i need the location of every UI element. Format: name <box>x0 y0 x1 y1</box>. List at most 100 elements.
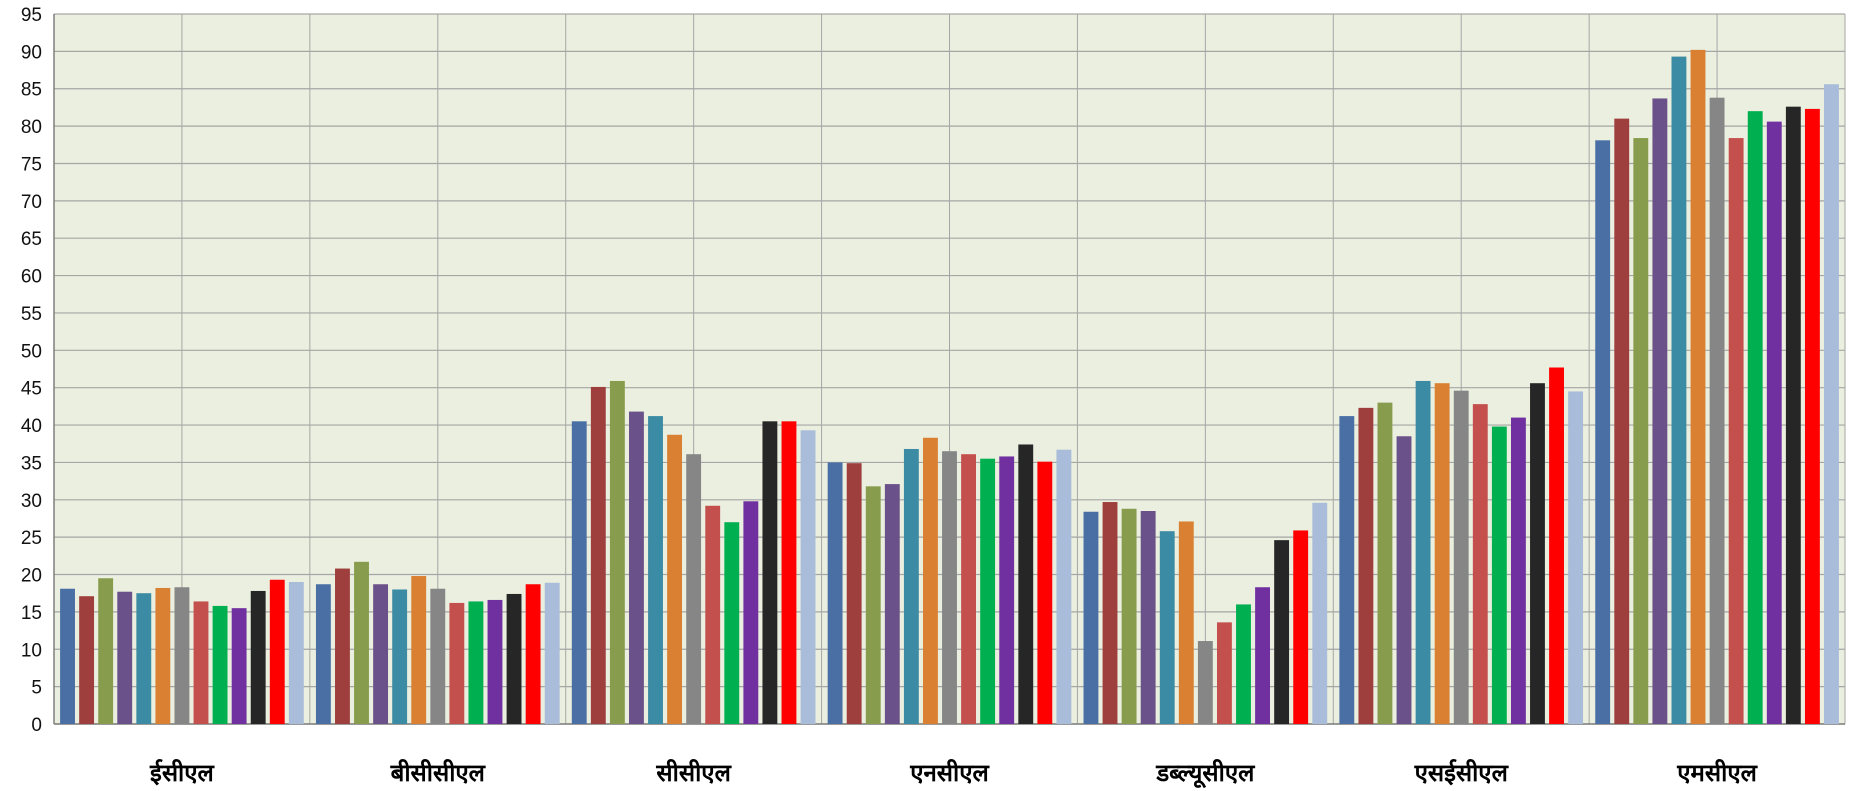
bar-2-10 <box>487 599 503 724</box>
y-tick-label: 95 <box>21 5 42 26</box>
category-label: एनसीएल <box>909 759 990 787</box>
bar-3-7 <box>686 454 702 724</box>
bar-1-1 <box>60 588 75 724</box>
bar-1-13 <box>288 582 304 724</box>
bar-5-8 <box>1216 622 1232 724</box>
category-label: बीसीसीएल <box>390 759 487 787</box>
bar-7-9 <box>1747 111 1763 724</box>
bar-5-2 <box>1102 502 1118 724</box>
bar-4-2 <box>846 463 862 724</box>
bar-6-9 <box>1491 426 1507 724</box>
bar-3-2 <box>590 386 606 724</box>
bar-6-11 <box>1530 383 1545 724</box>
y-tick-label: 50 <box>21 341 42 362</box>
bar-7-7 <box>1709 97 1725 724</box>
bar-6-12 <box>1549 367 1564 724</box>
y-axis-tick-labels: 0 5 10 15 20 25 30 35 40 45 50 55 60 65 70 75 80 85 90 95 <box>21 5 42 736</box>
bar-3-11 <box>762 421 778 724</box>
category-label: एसईसीएल <box>1414 759 1510 787</box>
y-tick-label: 0 <box>31 715 42 736</box>
y-tick-label: 80 <box>21 117 42 138</box>
bar-1-4 <box>117 591 133 724</box>
y-tick-label: 30 <box>21 491 42 512</box>
y-tick-label: 20 <box>21 566 42 587</box>
bar-4-9 <box>980 458 996 724</box>
y-tick-label: 40 <box>21 416 42 437</box>
bar-4-3 <box>865 486 881 724</box>
bars <box>60 49 1839 725</box>
bar-7-6 <box>1690 49 1706 725</box>
y-tick-label: 90 <box>21 42 42 63</box>
category-label: सीसीएल <box>655 759 732 787</box>
y-tick-label: 25 <box>21 528 42 549</box>
bar-1-5 <box>136 593 152 724</box>
y-tick-label: 10 <box>21 640 42 661</box>
bar-1-8 <box>193 601 209 724</box>
bar-5-3 <box>1121 508 1137 724</box>
bar-6-2 <box>1358 407 1374 724</box>
bar-7-2 <box>1614 118 1630 724</box>
y-tick-label: 85 <box>21 80 42 101</box>
bar-6-13 <box>1568 391 1584 724</box>
y-tick-label: 45 <box>21 379 42 400</box>
bar-4-13 <box>1056 449 1072 724</box>
bar-4-11 <box>1018 444 1034 724</box>
bar-2-3 <box>354 561 369 724</box>
bar-3-8 <box>705 505 721 724</box>
bar-1-10 <box>231 608 247 724</box>
bar-2-5 <box>392 589 408 724</box>
bar-2-6 <box>411 576 427 724</box>
bar-5-12 <box>1293 530 1309 724</box>
bar-1-12 <box>269 579 285 724</box>
bar-1-2 <box>79 596 95 724</box>
bar-4-10 <box>999 456 1015 724</box>
bar-7-8 <box>1728 138 1744 724</box>
bar-3-1 <box>571 421 587 724</box>
bar-2-7 <box>430 588 446 724</box>
bar-2-4 <box>373 584 389 724</box>
bar-4-12 <box>1037 461 1053 724</box>
bar-5-5 <box>1159 531 1175 724</box>
x-axis-category-labels: ईसीएल बीसीसीएल सीसीएल एनसीएल डब्ल्यूसीएल एसईस… <box>149 759 1759 789</box>
bar-3-12 <box>781 421 797 724</box>
bar-4-8 <box>961 454 977 724</box>
bar-6-10 <box>1510 417 1526 724</box>
bar-6-8 <box>1472 404 1488 724</box>
bar-3-9 <box>724 522 740 724</box>
y-tick-label: 5 <box>31 678 42 699</box>
bar-7-11 <box>1785 106 1801 724</box>
bar-7-4 <box>1652 98 1668 724</box>
bar-5-9 <box>1236 604 1251 724</box>
bar-2-2 <box>335 568 350 724</box>
bar-4-5 <box>903 448 919 724</box>
bar-6-3 <box>1377 402 1393 724</box>
bar-1-3 <box>98 578 114 724</box>
bar-3-4 <box>629 411 644 724</box>
bar-7-10 <box>1766 121 1782 725</box>
y-tick-label: 60 <box>21 267 42 288</box>
bar-1-6 <box>155 587 171 724</box>
category-label: एमसीएल <box>1676 759 1758 787</box>
bar-2-12 <box>525 584 541 724</box>
bar-1-11 <box>250 590 266 724</box>
bar-7-13 <box>1824 84 1839 725</box>
bar-3-6 <box>667 434 683 724</box>
bar-2-1 <box>315 584 331 724</box>
bar-3-5 <box>648 416 663 724</box>
bar-2-11 <box>506 593 522 724</box>
bar-4-4 <box>884 484 900 724</box>
bar-3-13 <box>800 430 816 724</box>
bar-7-1 <box>1595 140 1611 724</box>
bar-7-5 <box>1671 56 1687 725</box>
y-tick-label: 65 <box>21 229 42 250</box>
bar-2-13 <box>544 582 560 724</box>
bar-3-10 <box>743 501 759 724</box>
bar-7-12 <box>1804 108 1820 725</box>
bar-4-6 <box>922 437 938 724</box>
bar-5-11 <box>1274 540 1290 724</box>
bar-1-7 <box>174 587 190 724</box>
bar-6-5 <box>1415 380 1431 724</box>
bar-5-13 <box>1312 502 1328 724</box>
gridlines <box>53 13 1846 725</box>
